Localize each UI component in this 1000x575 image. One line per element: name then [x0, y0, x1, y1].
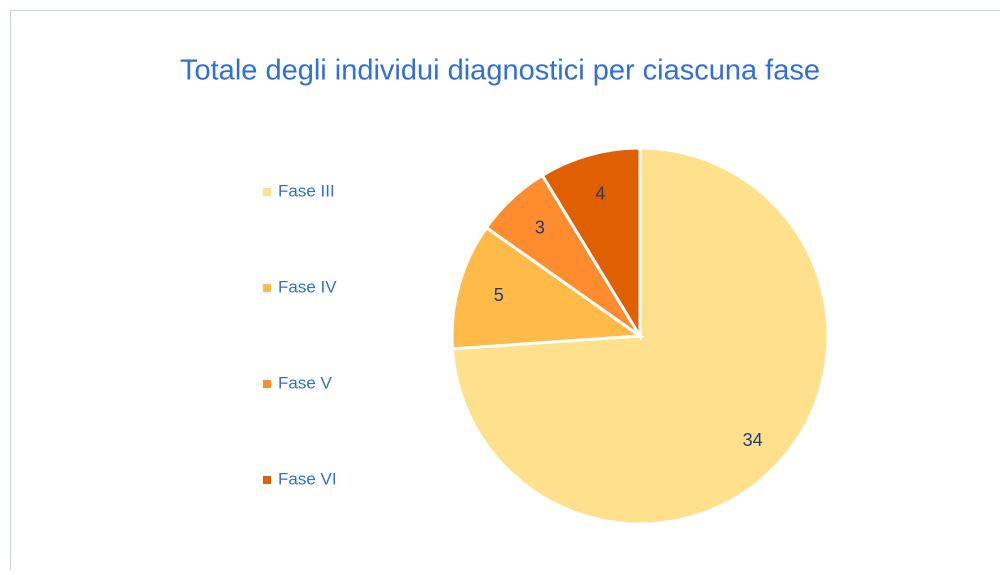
legend-swatch: [263, 380, 271, 388]
legend-swatch: [263, 476, 271, 484]
legend-label: Fase III: [278, 181, 335, 200]
data-label: 4: [595, 184, 605, 204]
legend-label: Fase V: [278, 373, 333, 392]
legend-swatch: [263, 188, 271, 196]
data-label: 3: [535, 218, 545, 238]
data-label: 34: [743, 430, 763, 450]
legend-swatch: [263, 284, 271, 292]
legend-label: Fase VI: [278, 469, 337, 488]
legend-label: Fase IV: [278, 277, 337, 296]
chart-title: Totale degli individui diagnostici per c…: [180, 55, 820, 87]
data-label: 5: [494, 285, 504, 305]
